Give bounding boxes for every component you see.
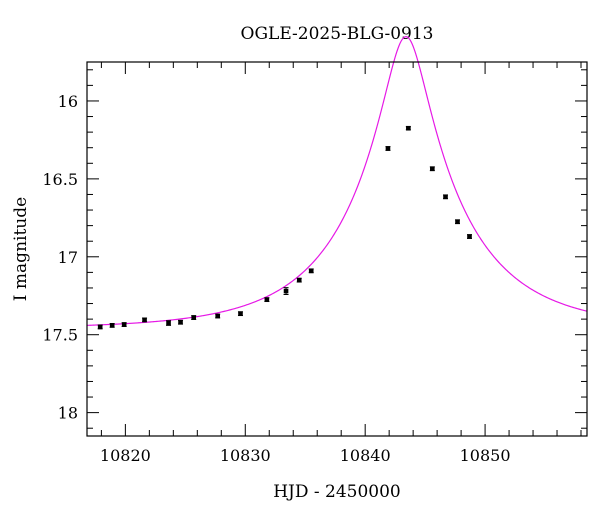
data-point <box>97 324 103 330</box>
data-point <box>283 287 289 296</box>
chart-title: OGLE-2025-BLG-0913 <box>241 24 434 44</box>
plot-area <box>86 36 588 437</box>
y-axis-label: I magnitude <box>11 197 31 301</box>
point-marker <box>238 311 243 316</box>
point-marker <box>121 322 127 327</box>
y-tick-label: 18 <box>58 404 78 423</box>
data-point <box>385 146 391 151</box>
point-marker <box>430 166 435 172</box>
y-tick-label: 16.5 <box>42 170 78 189</box>
x-axis-label: HJD - 2450000 <box>273 482 401 502</box>
point-marker <box>166 320 171 326</box>
point-marker <box>467 234 472 239</box>
x-tick-label: 10840 <box>340 446 391 465</box>
point-marker <box>178 319 183 325</box>
data-point <box>237 311 243 317</box>
point-marker <box>283 288 289 294</box>
point-marker <box>215 313 220 319</box>
data-point <box>191 315 197 320</box>
data-point <box>466 234 472 239</box>
data-point <box>308 268 314 274</box>
data-point <box>215 313 221 319</box>
data-point <box>455 219 461 225</box>
x-tick-label: 10830 <box>220 446 271 465</box>
y-tick-label: 16 <box>58 92 78 111</box>
point-marker <box>443 194 448 200</box>
point-marker <box>109 323 115 328</box>
y-tick-label: 17.5 <box>42 326 78 345</box>
point-marker <box>97 324 103 330</box>
data-point <box>264 297 270 303</box>
data-point <box>429 166 435 172</box>
y-tick-label: 17 <box>58 248 78 267</box>
data-points <box>97 125 472 330</box>
plot-frame <box>86 61 588 437</box>
data-point <box>296 277 302 283</box>
point-marker <box>385 146 391 151</box>
data-point <box>166 320 172 326</box>
tick-labels: 10820 10830 10840 10850 16 16.5 17 17.5 18 <box>42 92 510 465</box>
model-layer <box>86 36 588 326</box>
model-curve <box>86 36 588 326</box>
x-tick-label: 10820 <box>100 446 151 465</box>
point-marker <box>406 125 411 131</box>
point-marker <box>296 277 302 283</box>
data-point <box>405 125 411 131</box>
point-marker <box>191 315 197 320</box>
point-marker <box>308 268 314 274</box>
ticks <box>87 62 587 436</box>
data-point <box>142 317 148 323</box>
data-point <box>121 322 127 327</box>
point-marker <box>455 219 460 225</box>
x-tick-label: 10850 <box>460 446 511 465</box>
data-point <box>109 322 115 328</box>
point-marker <box>142 317 147 323</box>
data-point <box>443 194 449 200</box>
point-marker <box>264 297 270 302</box>
data-point <box>178 319 184 325</box>
